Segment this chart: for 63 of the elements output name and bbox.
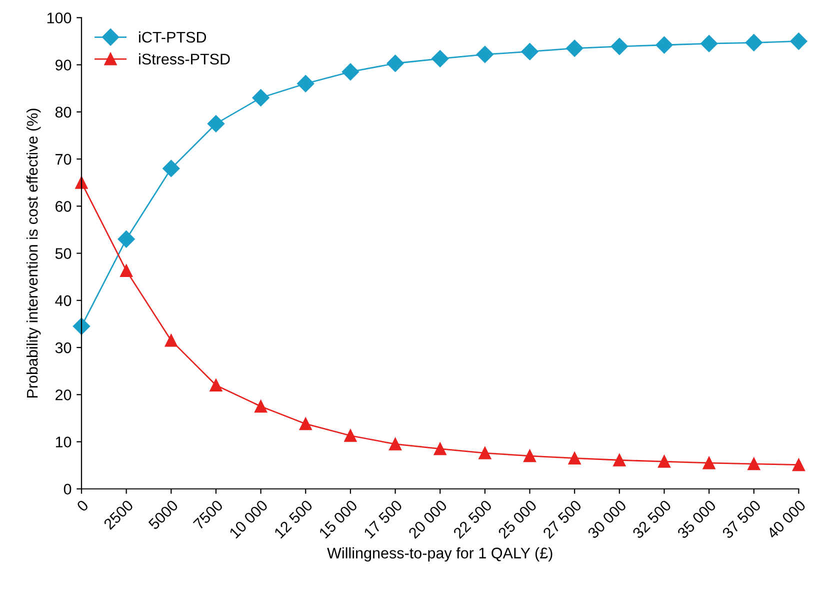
x-tick-label: 0 [76, 499, 90, 512]
y-tick-label: 100 [47, 12, 72, 24]
point [389, 438, 402, 450]
point [568, 452, 581, 464]
x-tick-label: 35 000 [676, 499, 717, 540]
point [207, 115, 225, 132]
point [792, 458, 805, 472]
point [162, 160, 180, 178]
x-tick-label: 27 500 [542, 499, 582, 540]
y-tick-label: 30 [55, 342, 72, 354]
point [210, 378, 222, 392]
x-tick-label: 25 000 [498, 499, 538, 540]
x-tick-label: 10 000 [228, 499, 268, 539]
y-tick-label: 40 [55, 295, 72, 306]
legend-label: iStress-PTSD [139, 53, 230, 65]
x-axis-title: Willingness-to-pay for 1 QALY (£) [327, 547, 552, 562]
point [118, 230, 135, 248]
x-tick-label: 32 500 [632, 499, 672, 540]
point [656, 36, 673, 54]
point [299, 418, 312, 430]
point [386, 54, 404, 72]
y-tick-label: 90 [56, 60, 72, 70]
x-tick-label: 12 500 [274, 499, 314, 539]
point [252, 89, 270, 106]
point [702, 456, 716, 470]
x-tick-label: 40 000 [766, 499, 806, 540]
y-tick-label: 20 [56, 390, 72, 400]
y-axis-title: Probability intervention is cost effective (%) [26, 108, 41, 398]
point [164, 334, 178, 347]
x-tick-label: 17 500 [363, 499, 403, 539]
y-tick-label: 70 [56, 154, 72, 165]
point [566, 40, 584, 57]
point [524, 450, 536, 462]
x-tick-label: 20 000 [408, 499, 448, 540]
point [432, 50, 449, 68]
point [476, 46, 494, 63]
point [790, 32, 808, 50]
point [745, 34, 762, 52]
legend-label: iCT-PTSD [139, 31, 206, 43]
point [748, 458, 760, 470]
y-tick-label: 80 [55, 106, 72, 118]
y-tick-label: 60 [56, 201, 72, 212]
x-tick-label: 22 500 [452, 499, 492, 540]
point [254, 400, 268, 413]
point [434, 442, 446, 456]
point [658, 455, 670, 468]
point [610, 38, 628, 55]
point [344, 429, 357, 442]
point [700, 35, 718, 52]
y-tick-label: 10 [56, 436, 72, 448]
y-tick-label: 0 [64, 484, 72, 495]
point [342, 63, 359, 80]
point [297, 75, 314, 92]
point [72, 318, 90, 335]
point [75, 176, 88, 189]
x-tick-label: 37 500 [722, 499, 762, 540]
y-tick-label: 50 [55, 248, 72, 259]
point [521, 43, 538, 60]
point [478, 446, 492, 460]
x-tick-label: 30 000 [587, 499, 627, 540]
point [120, 264, 133, 277]
point [613, 454, 626, 466]
x-tick-label: 15 000 [318, 499, 358, 539]
